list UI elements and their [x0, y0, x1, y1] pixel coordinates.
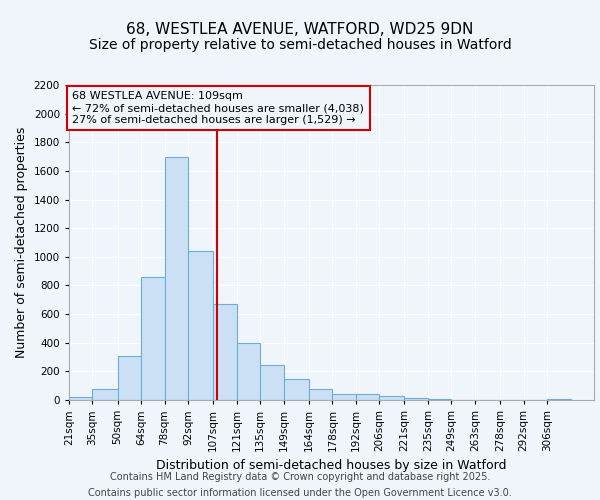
Bar: [404, 398, 428, 400]
Bar: [69, 397, 92, 400]
Y-axis label: Number of semi-detached properties: Number of semi-detached properties: [15, 127, 28, 358]
X-axis label: Distribution of semi-detached houses by size in Watford: Distribution of semi-detached houses by …: [156, 460, 507, 472]
Text: Size of property relative to semi-detached houses in Watford: Size of property relative to semi-detach…: [89, 38, 511, 52]
Bar: [164, 156, 188, 400]
Bar: [118, 356, 141, 400]
Bar: [92, 390, 118, 400]
Bar: [309, 388, 332, 400]
Bar: [237, 344, 260, 400]
Text: Contains public sector information licensed under the Open Government Licence v3: Contains public sector information licen…: [88, 488, 512, 498]
Bar: [547, 398, 571, 400]
Text: 68, WESTLEA AVENUE, WATFORD, WD25 9DN: 68, WESTLEA AVENUE, WATFORD, WD25 9DN: [127, 22, 473, 38]
Bar: [379, 396, 404, 400]
Bar: [332, 394, 356, 400]
Bar: [356, 394, 379, 400]
Bar: [188, 251, 213, 400]
Bar: [141, 277, 164, 400]
Text: 68 WESTLEA AVENUE: 109sqm
← 72% of semi-detached houses are smaller (4,038)
27% : 68 WESTLEA AVENUE: 109sqm ← 72% of semi-…: [73, 92, 364, 124]
Bar: [213, 304, 237, 400]
Bar: [260, 365, 284, 400]
Text: Contains HM Land Registry data © Crown copyright and database right 2025.: Contains HM Land Registry data © Crown c…: [110, 472, 490, 482]
Bar: [284, 379, 309, 400]
